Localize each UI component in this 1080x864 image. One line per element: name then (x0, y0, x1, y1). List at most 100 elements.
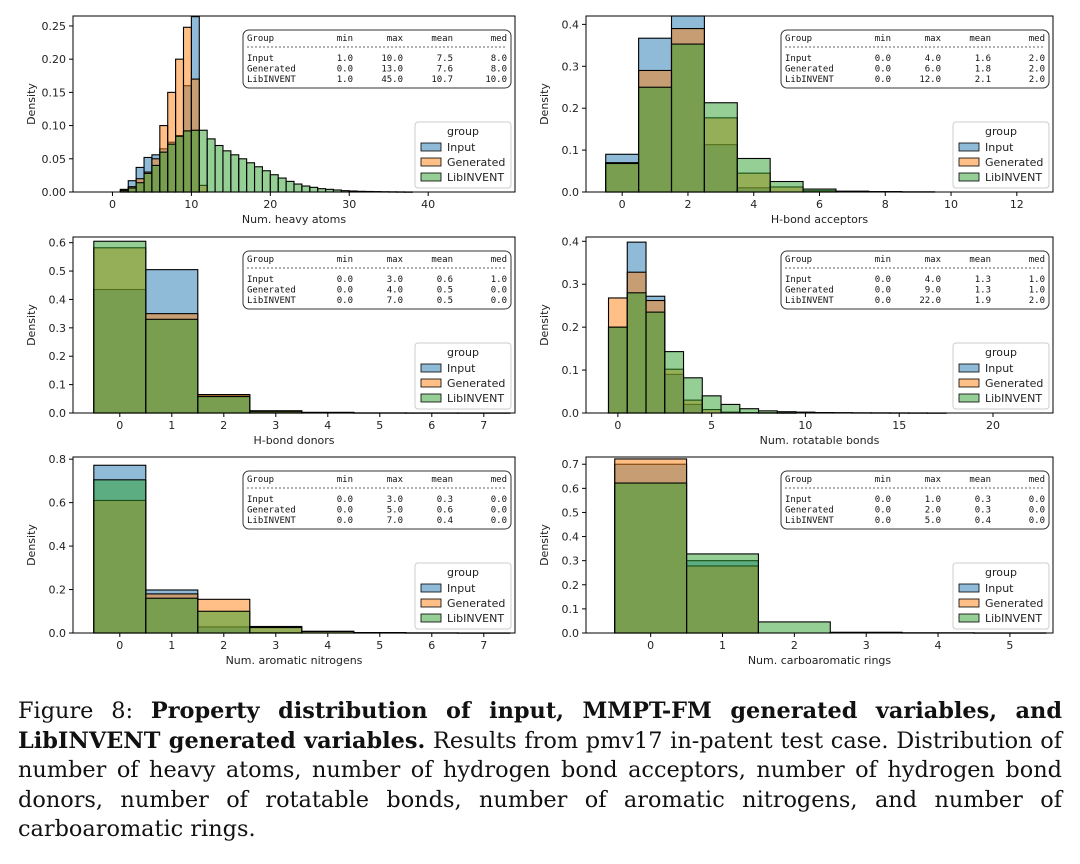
y-tick-label-5: 0.5 (562, 506, 580, 519)
x-tick-label-5: 10 (944, 198, 958, 211)
stats-header-0: Group (785, 475, 812, 485)
legend-label-input: Input (985, 582, 1014, 595)
y-tick-label-4: 0.4 (562, 235, 580, 248)
stats-header-4: med (491, 475, 507, 485)
x-tick-label-0: 0 (647, 639, 654, 652)
y-axis-label: Density (538, 524, 551, 566)
bar-libinvent-23 (293, 183, 303, 193)
stats-cell-2-0: LibINVENT (247, 296, 296, 306)
stats-cell-2-4: 10.0 (485, 75, 507, 85)
stats-cell-2-4: 0.0 (1029, 516, 1045, 526)
series-libinvent (614, 482, 1047, 634)
bar-libinvent-0 (93, 240, 147, 414)
stats-cell-0-4: 1.0 (491, 275, 507, 285)
y-tick-label-0: 0.0 (562, 627, 580, 640)
y-tick-label-1: 0.1 (562, 364, 580, 377)
stats-cell-0-4: 0.0 (1029, 495, 1045, 505)
stats-cell-1-3: 0.6 (437, 506, 453, 516)
stats-cell-0-3: 0.6 (437, 275, 453, 285)
bar-libinvent-1 (638, 86, 673, 193)
bar-libinvent-1 (145, 318, 199, 414)
bar-libinvent-11 (198, 129, 208, 193)
stats-cell-2-3: 0.4 (437, 516, 453, 526)
legend-label-input: Input (447, 141, 476, 154)
legend-title: group (447, 346, 479, 359)
y-tick-label-3: 0.3 (562, 555, 580, 568)
stats-cell-2-3: 1.9 (975, 296, 991, 306)
legend-title: group (447, 566, 479, 579)
legend-label-libinvent: LibINVENT (447, 171, 504, 184)
bar-libinvent-6 (720, 403, 741, 414)
bar-libinvent-2 (197, 610, 251, 634)
legend-label-libinvent: LibINVENT (985, 392, 1042, 405)
stats-cell-2-4: 2.0 (1029, 75, 1045, 85)
bar-libinvent-24 (301, 185, 311, 193)
y-axis-label: Density (25, 304, 38, 346)
x-tick-label-4: 20 (986, 419, 1000, 432)
stats-box (242, 470, 512, 530)
stats-cell-1-3: 7.6 (437, 65, 453, 75)
stats-cell-2-4: 0.0 (491, 516, 507, 526)
stats-cell-0-1: 0.0 (875, 54, 891, 64)
x-tick-label-2: 2 (791, 639, 798, 652)
chart-panel-4: 0 5 10 15 20 0.0 0.1 0.2 0.3 0.4 Num. rotatable bo… (538, 235, 1054, 447)
x-axis-label: H-bond donors (253, 434, 334, 447)
y-tick-label-4: 0.4 (562, 531, 580, 544)
legend-title: group (985, 125, 1017, 138)
stats-cell-0-1: 0.0 (875, 495, 891, 505)
x-tick-label-2: 2 (220, 419, 227, 432)
stats-header-4: med (1029, 475, 1045, 485)
legend-box (414, 562, 512, 630)
x-tick-label-3: 30 (342, 198, 356, 211)
legend-label-input: Input (985, 141, 1014, 154)
stats-cell-1-2: 6.0 (925, 65, 941, 75)
stats-header-0: Group (247, 34, 274, 44)
bar-libinvent-18 (253, 166, 263, 193)
stats-cell-1-3: 0.3 (975, 506, 991, 516)
y-tick-label-3: 0.15 (42, 86, 67, 99)
legend-box (952, 562, 1050, 630)
y-tick-label-5: 0.25 (42, 20, 67, 33)
axes-frame (72, 236, 516, 414)
stats-cell-0-2: 10.0 (381, 54, 403, 64)
legend-swatch-generated (420, 598, 442, 608)
y-tick-label-6: 0.6 (49, 237, 67, 250)
stats-cell-0-4: 0.0 (491, 495, 507, 505)
y-axis-label: Density (25, 83, 38, 125)
stats-cell-2-4: 2.0 (1029, 296, 1045, 306)
stats-cell-0-3: 1.6 (975, 54, 991, 64)
x-tick-label-5: 5 (376, 419, 383, 432)
stats-cell-1-0: Generated (785, 286, 834, 296)
stats-cell-0-0: Input (247, 275, 274, 285)
legend-swatch-libinvent (958, 172, 980, 182)
y-tick-label-3: 0.3 (562, 278, 580, 291)
stats-table: Group min max mean med Input 0.0 3.0 0.3 0.0 Gener… (242, 470, 512, 530)
legend: group Input Generated LibINVENT (414, 342, 512, 410)
caption-text: Results from pmv17 in-patent test case. … (18, 727, 1062, 843)
stats-cell-2-2: 45.0 (381, 75, 403, 85)
x-tick-label-4: 4 (324, 419, 331, 432)
legend-label-generated: Generated (985, 597, 1043, 610)
stats-cell-2-4: 0.0 (491, 296, 507, 306)
stats-cell-1-1: 0.0 (875, 506, 891, 516)
stats-cell-1-2: 9.0 (925, 286, 941, 296)
stats-cell-0-1: 0.0 (337, 495, 353, 505)
legend-swatch-libinvent (420, 172, 442, 182)
stats-cell-1-0: Generated (247, 65, 296, 75)
legend-label-input: Input (447, 582, 476, 595)
stats-cell-0-3: 0.3 (437, 495, 453, 505)
legend: group Input Generated LibINVENT (952, 342, 1050, 410)
y-tick-label-5: 0.5 (49, 265, 67, 278)
axes-frame (585, 236, 1054, 414)
stats-header-2: max (387, 475, 404, 485)
y-axis-label: Density (538, 83, 551, 125)
stats-cell-0-0: Input (785, 495, 812, 505)
legend-swatch-input (958, 142, 980, 152)
stats-cell-1-1: 0.0 (337, 286, 353, 296)
stats-cell-1-4: 1.0 (1029, 286, 1045, 296)
stats-table: Group min max mean med Input 0.0 4.0 1.3 1.0 Gener… (780, 250, 1050, 310)
legend-label-generated: Generated (985, 156, 1043, 169)
stats-header-4: med (491, 34, 507, 44)
legend-label-input: Input (985, 362, 1014, 375)
x-tick-label-6: 12 (1010, 198, 1024, 211)
